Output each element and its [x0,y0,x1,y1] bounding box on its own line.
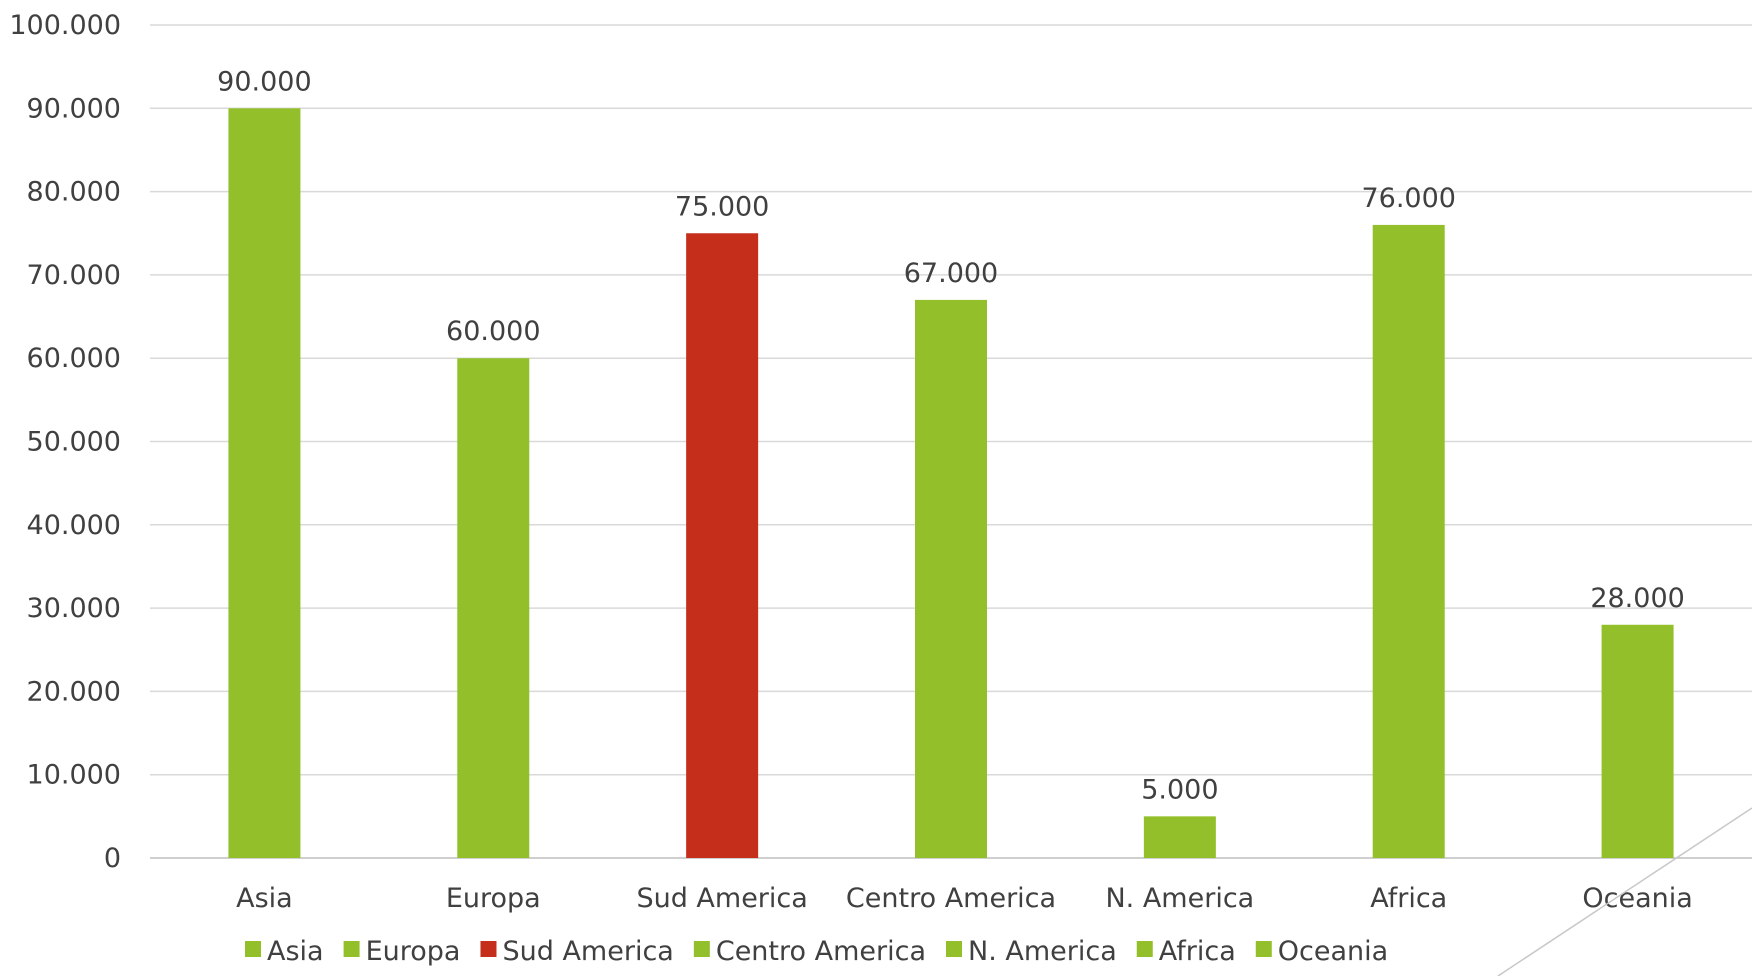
bar-europa [457,358,530,858]
bar-oceania [1601,624,1674,858]
legend-swatch [480,941,497,957]
decorative-diagonal-line [1497,807,1752,976]
data-label: 67.000 [904,258,998,289]
data-label: 90.000 [217,66,311,97]
y-axis-tick-labels: 0 10.000 20.000 30.000 40.000 50.000 60.000 70.… [9,10,121,874]
y-tick-label: 50.000 [27,427,121,458]
y-tick-label: 60.000 [27,343,121,374]
y-tick-label: 70.000 [27,260,121,291]
y-tick-label: 10.000 [27,760,121,791]
data-labels: 90.000 60.000 75.000 67.000 5.000 76.000 28.00… [217,66,1685,805]
legend-label: Asia [267,936,324,967]
legend: Asia Europa Sud America Centro America N. Am… [245,936,1388,967]
legend-label: Centro America [716,936,926,967]
bar-n-america [1143,816,1216,858]
data-label: 5.000 [1141,774,1218,805]
legend-label: Europa [366,936,461,967]
legend-label: Africa [1159,936,1236,967]
data-label: 75.000 [675,191,769,222]
y-tick-label: 20.000 [27,676,121,707]
legend-label: Sud America [502,936,673,967]
category-label: Centro America [846,883,1056,914]
x-axis-category-labels: Asia Europa Sud America Centro America N. Am… [236,883,1693,914]
y-tick-label: 30.000 [27,593,121,624]
y-tick-label: 90.000 [27,93,121,124]
category-label: Africa [1370,883,1447,914]
bars [228,108,1674,859]
legend-swatch [1255,941,1272,957]
bar-asia [228,108,301,859]
data-label: 28.000 [1590,583,1684,614]
legend-label: Oceania [1278,936,1388,967]
data-label: 76.000 [1361,183,1455,214]
legend-label: N. America [968,936,1117,967]
legend-swatch [1136,941,1153,957]
category-label: Sud America [636,883,807,914]
data-label: 60.000 [446,316,540,347]
category-label: N. America [1105,883,1254,914]
legend-swatch [693,941,710,957]
category-label: Asia [236,883,293,914]
y-tick-label: 80.000 [27,177,121,208]
bar-centro-america [915,299,987,858]
bar-sud-america [686,233,759,858]
y-tick-label: 0 [104,843,121,874]
y-tick-label: 40.000 [27,510,121,541]
legend-swatch [245,941,261,957]
legend-swatch [946,941,962,957]
y-tick-label: 100.000 [9,10,121,41]
bar-africa [1372,224,1445,859]
legend-swatch [343,941,360,957]
category-label: Europa [446,883,541,914]
